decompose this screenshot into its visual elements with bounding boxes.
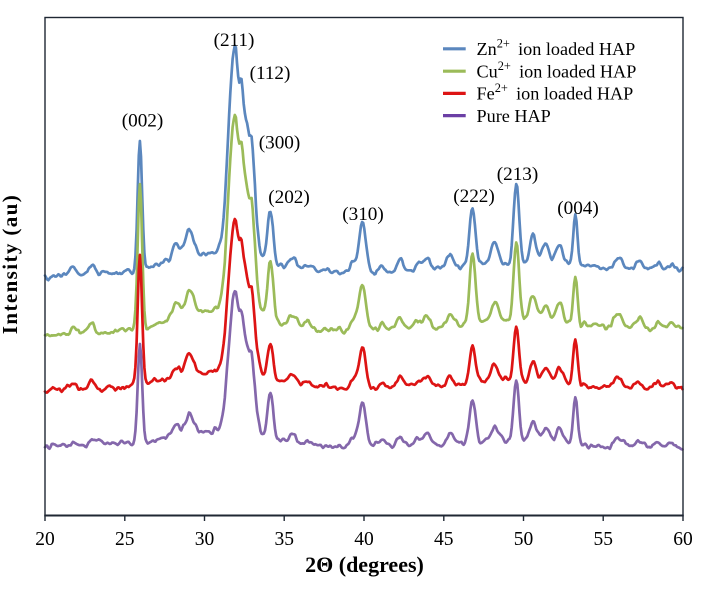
svg-text:(222): (222)	[453, 186, 495, 207]
svg-text:45: 45	[434, 529, 454, 550]
svg-text:(310): (310)	[342, 204, 384, 225]
svg-text:Intensity (au): Intensity (au)	[0, 194, 22, 334]
svg-text:60: 60	[673, 529, 693, 550]
svg-text:55: 55	[593, 529, 613, 550]
svg-text:40: 40	[354, 529, 374, 550]
svg-text:(202): (202)	[268, 187, 310, 208]
svg-text:(300): (300)	[259, 133, 301, 154]
svg-text:2Θ (degrees): 2Θ (degrees)	[305, 552, 424, 577]
svg-text:Zn2+ ion loaded HAP: Zn2+ ion loaded HAP	[477, 37, 636, 60]
svg-text:(004): (004)	[557, 198, 599, 219]
svg-text:30: 30	[195, 529, 215, 550]
svg-text:50: 50	[514, 529, 534, 550]
svg-text:(211): (211)	[214, 30, 255, 51]
svg-text:Fe2+ ion loaded HAP: Fe2+ ion loaded HAP	[477, 81, 634, 104]
svg-text:(002): (002)	[122, 111, 164, 132]
svg-text:(213): (213)	[497, 164, 539, 185]
svg-text:(112): (112)	[250, 63, 291, 84]
svg-text:20: 20	[35, 529, 55, 550]
svg-text:Cu2+ ion loaded HAP: Cu2+ ion loaded HAP	[477, 59, 637, 82]
svg-text:Pure HAP: Pure HAP	[477, 106, 551, 126]
svg-text:35: 35	[274, 529, 294, 550]
svg-text:25: 25	[115, 529, 135, 550]
